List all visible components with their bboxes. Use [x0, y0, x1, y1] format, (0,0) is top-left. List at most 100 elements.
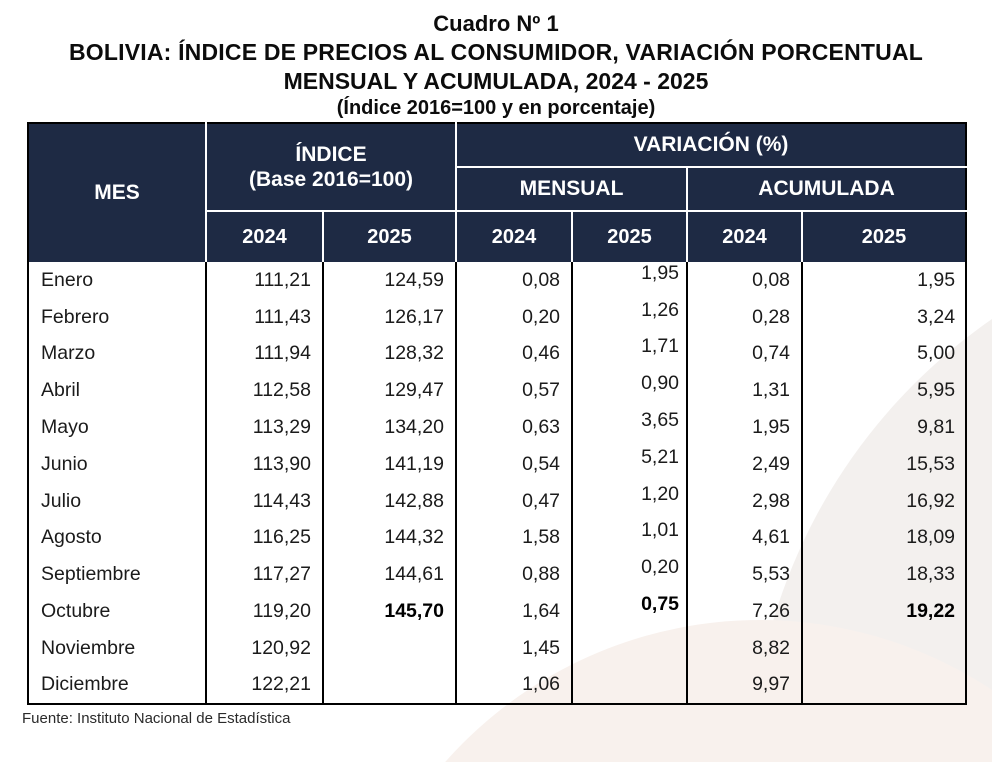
table-row: Septiembre 117,27 144,61 0,88 0,20 5,53 18,33 — [28, 556, 966, 594]
value-cell: 5,53 — [687, 556, 804, 594]
value-cell: 114,43 — [206, 482, 324, 520]
value-cell: 16,92 — [906, 489, 956, 512]
value-cell: 1,26 — [572, 299, 689, 336]
title-cuadro-number: Cuadro Nº 1 — [433, 11, 559, 36]
value-cell: 1,95 — [917, 268, 956, 291]
month-label: Junio — [28, 445, 207, 483]
source-note: Fuente: Instituto Nacional de Estadístic… — [22, 709, 291, 727]
value-cell: 111,21 — [206, 262, 324, 299]
value-cell: 9,81 — [917, 416, 956, 439]
table-row: Enero 111,21 124,59 0,08 1,95 0,08 1,95 — [28, 262, 966, 299]
value-cell: 0,63 — [456, 409, 574, 446]
value-cell: 1,20 — [572, 483, 689, 520]
value-cell: 0,20 — [572, 556, 689, 594]
table-row: Abril 112,58 129,47 0,57 0,90 1,31 5,95 — [28, 372, 966, 410]
value-cell: 7,26 — [687, 593, 804, 630]
header-mensual: MENSUAL — [456, 167, 689, 212]
value-cell: 1,31 — [687, 372, 804, 410]
month-label: Agosto — [28, 519, 207, 557]
value-cell — [802, 667, 966, 704]
value-cell: 117,27 — [206, 556, 324, 594]
value-cell: 0,20 — [456, 298, 574, 336]
value-cell: 128,32 — [323, 335, 458, 373]
month-label: Noviembre — [28, 629, 207, 667]
value-cell: 112,58 — [206, 372, 324, 410]
header-year-indice-2024: 2024 — [206, 211, 324, 262]
value-cell: 0,08 — [456, 262, 574, 299]
value-cell: 0,46 — [456, 335, 574, 373]
value-cell: 5,95 — [917, 379, 956, 402]
value-cell: 144,32 — [323, 519, 458, 557]
value-cell: 0,08 — [687, 262, 804, 299]
value-cell: 0,74 — [687, 335, 804, 373]
table-body: Enero 111,21 124,59 0,08 1,95 0,08 1,95 Febrero… — [28, 262, 966, 704]
value-cell: 1,95 — [572, 262, 689, 299]
value-cell: 5,21 — [572, 446, 689, 483]
value-cell: 2,49 — [687, 445, 804, 483]
value-cell — [572, 666, 689, 704]
value-cell: 116,25 — [206, 519, 324, 557]
table-row: Noviembre 120,92 1,45 8,82 — [28, 629, 966, 667]
header-year-mensual-2025: 2025 — [572, 211, 689, 262]
value-cell: 1,06 — [456, 666, 574, 704]
table-row: Diciembre 122,21 1,06 9,97 — [28, 666, 966, 704]
month-label: Abril — [28, 372, 207, 410]
value-cell: 120,92 — [206, 629, 324, 667]
title-main-line: BOLIVIA: ÍNDICE DE PRECIOS AL CONSUMIDOR… — [68, 39, 924, 65]
month-label: Septiembre — [28, 556, 207, 594]
title-unit-note: (Índice 2016=100 y en porcentaje) — [336, 97, 656, 119]
value-cell: 129,47 — [323, 372, 458, 410]
value-cell: 124,59 — [323, 262, 458, 299]
value-cell: 122,21 — [206, 666, 324, 704]
ipc-table: MES ÍNDICE (Base 2016=100) VARIACIÓN (%)… — [27, 122, 968, 705]
header-mes: MES — [28, 123, 207, 262]
value-cell: 1,01 — [572, 519, 689, 557]
value-cell: 3,65 — [572, 409, 689, 446]
table-row: Octubre 119,20 145,70 1,64 0,75 7,26 19,22 — [28, 593, 966, 630]
month-label: Mayo — [28, 409, 207, 446]
month-label: Enero — [28, 262, 207, 299]
value-cell: 0,54 — [456, 445, 574, 483]
value-cell: 0,75 — [572, 593, 689, 630]
title-sub-line: MENSUAL Y ACUMULADA, 2024 - 2025 — [283, 68, 709, 94]
value-cell: 5,00 — [917, 342, 956, 365]
table-row: Agosto 116,25 144,32 1,58 1,01 4,61 18,09 — [28, 519, 966, 557]
value-cell: 0,90 — [572, 372, 689, 410]
value-cell: 1,64 — [456, 593, 574, 630]
value-cell: 111,94 — [206, 335, 324, 373]
table-row: Julio 114,43 142,88 0,47 1,20 2,98 16,92 — [28, 483, 966, 520]
value-cell: 113,29 — [206, 409, 324, 446]
value-cell — [323, 629, 458, 667]
value-cell — [323, 666, 458, 704]
table-row: Junio 113,90 141,19 0,54 5,21 2,49 15,53 — [28, 446, 966, 483]
value-cell: 1,71 — [572, 335, 689, 373]
table-row: Mayo 113,29 134,20 0,63 3,65 1,95 9,81 — [28, 409, 966, 446]
value-cell: 8,82 — [687, 629, 804, 667]
header-indice-line2: (Base 2016=100) — [248, 168, 414, 191]
header-year-mensual-2024: 2024 — [456, 211, 574, 262]
header-indice: ÍNDICE (Base 2016=100) — [206, 123, 458, 212]
value-cell: 113,90 — [206, 445, 324, 483]
value-cell: 1,58 — [456, 519, 574, 557]
table-row: Febrero 111,43 126,17 0,20 1,26 0,28 3,24 — [28, 299, 966, 336]
month-label: Octubre — [28, 593, 207, 630]
value-cell: 18,33 — [906, 563, 956, 586]
value-cell: 119,20 — [206, 593, 324, 630]
header-year-indice-2025: 2025 — [323, 211, 458, 262]
header-year-acumulada-2025: 2025 — [802, 211, 967, 262]
month-label: Diciembre — [28, 666, 207, 704]
value-cell: 145,70 — [323, 593, 458, 630]
value-cell: 142,88 — [323, 482, 458, 520]
header-indice-line1: ÍNDICE — [295, 143, 367, 166]
value-cell: 4,61 — [687, 519, 804, 557]
value-cell: 1,95 — [687, 409, 804, 446]
header-years-row: 2024 2025 2024 2025 2024 2025 — [28, 211, 967, 262]
value-cell — [572, 629, 689, 667]
table-header: MES ÍNDICE (Base 2016=100) VARIACIÓN (%)… — [28, 123, 967, 262]
month-label: Julio — [28, 482, 207, 520]
value-cell: 15,53 — [906, 452, 956, 475]
header-year-acumulada-2024: 2024 — [687, 211, 804, 262]
header-variacion: VARIACIÓN (%) — [456, 123, 967, 168]
table-row: Marzo 111,94 128,32 0,46 1,71 0,74 5,00 — [28, 335, 966, 373]
